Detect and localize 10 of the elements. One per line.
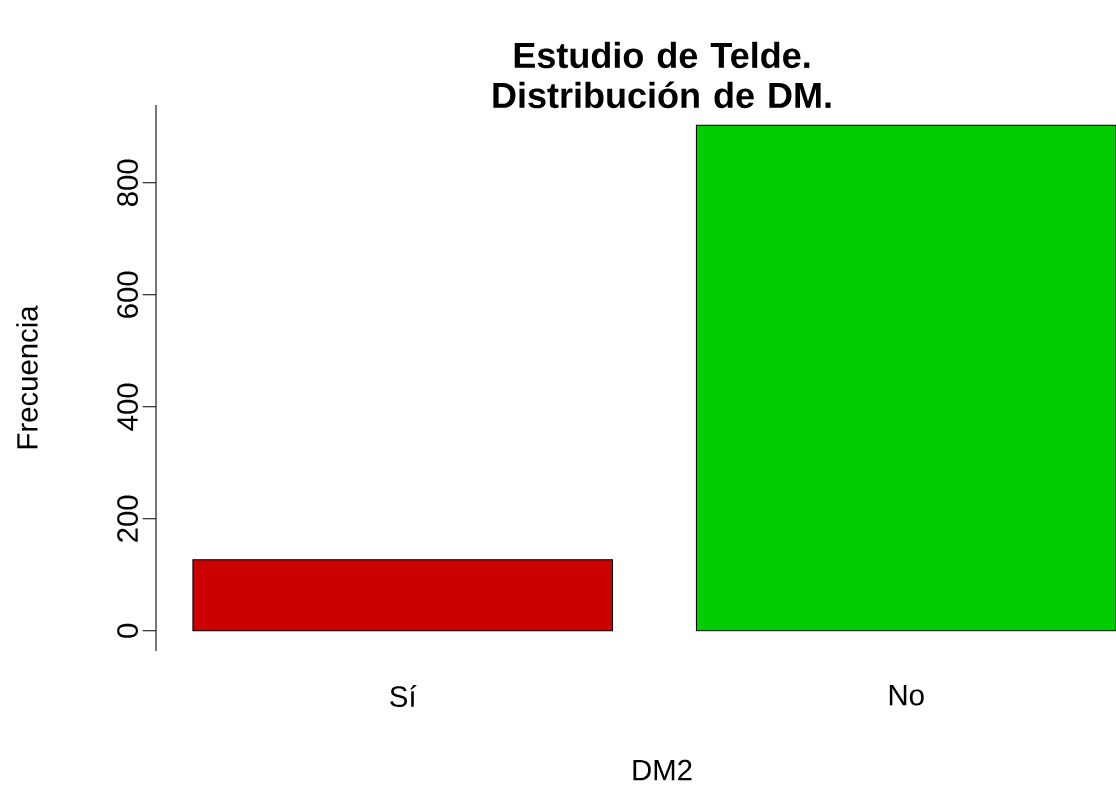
- y-tick-label: 400: [117, 383, 138, 431]
- x-tick-label: No: [889, 685, 924, 706]
- chart-title: Estudio de Telde. Distribución de DM.: [493, 41, 831, 109]
- x-tick-label: Sí: [390, 685, 417, 707]
- y-axis-title: Frecuencia: [16, 305, 38, 449]
- y-tick-label: 0: [117, 623, 138, 638]
- x-axis-title: DM2: [633, 759, 692, 781]
- y-tick-label: 200: [117, 495, 138, 542]
- y-tick-label: 800: [117, 159, 138, 207]
- y-tick-label: 600: [117, 271, 138, 318]
